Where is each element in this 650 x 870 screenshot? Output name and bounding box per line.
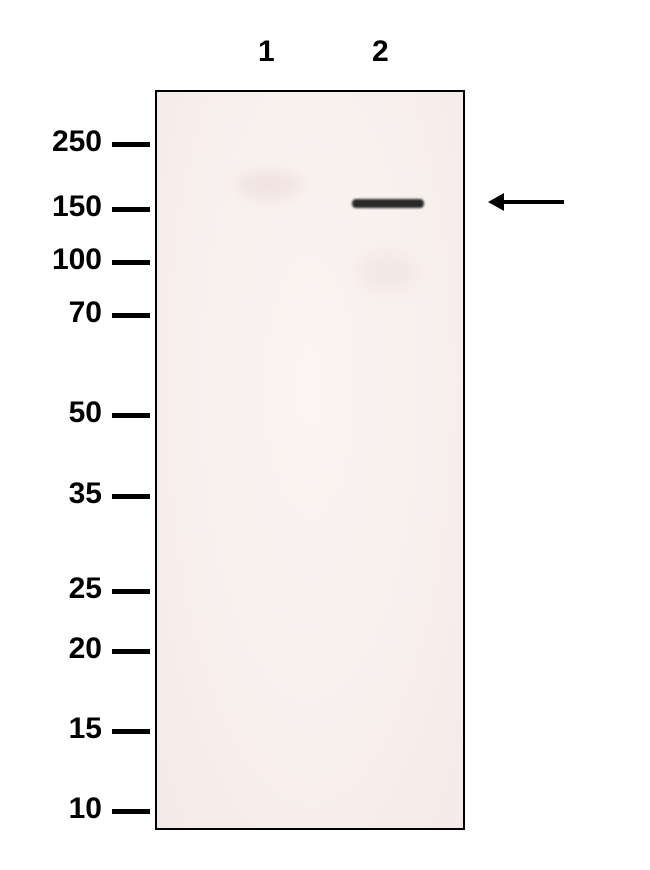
mw-label: 25	[58, 572, 102, 606]
mw-tick	[112, 649, 150, 654]
mw-label: 70	[58, 296, 102, 330]
lane-label-1: 1	[258, 35, 275, 69]
mw-label: 100	[40, 243, 102, 277]
mw-tick	[112, 494, 150, 499]
mw-tick	[112, 142, 150, 147]
mw-label: 35	[58, 477, 102, 511]
mw-tick	[112, 729, 150, 734]
mw-tick	[112, 207, 150, 212]
mw-label: 20	[58, 632, 102, 666]
band-main-lane2	[352, 199, 424, 208]
mw-label: 250	[40, 125, 102, 159]
band-faint-lane2	[357, 252, 417, 292]
blot-membrane	[155, 90, 465, 830]
arrow-shaft	[502, 200, 564, 204]
mw-tick	[112, 809, 150, 814]
mw-label: 150	[40, 190, 102, 224]
mw-label: 10	[58, 792, 102, 826]
mw-tick	[112, 589, 150, 594]
western-blot-figure: 1 2 250 150 100 70 50 35 25 20 15 10	[0, 0, 650, 870]
mw-tick	[112, 313, 150, 318]
mw-label: 50	[58, 396, 102, 430]
mw-tick	[112, 413, 150, 418]
lane-label-2: 2	[372, 35, 389, 69]
mw-label: 15	[58, 712, 102, 746]
band-indicator-arrow	[488, 196, 568, 216]
mw-tick	[112, 260, 150, 265]
band-faint-lane1	[237, 170, 302, 200]
